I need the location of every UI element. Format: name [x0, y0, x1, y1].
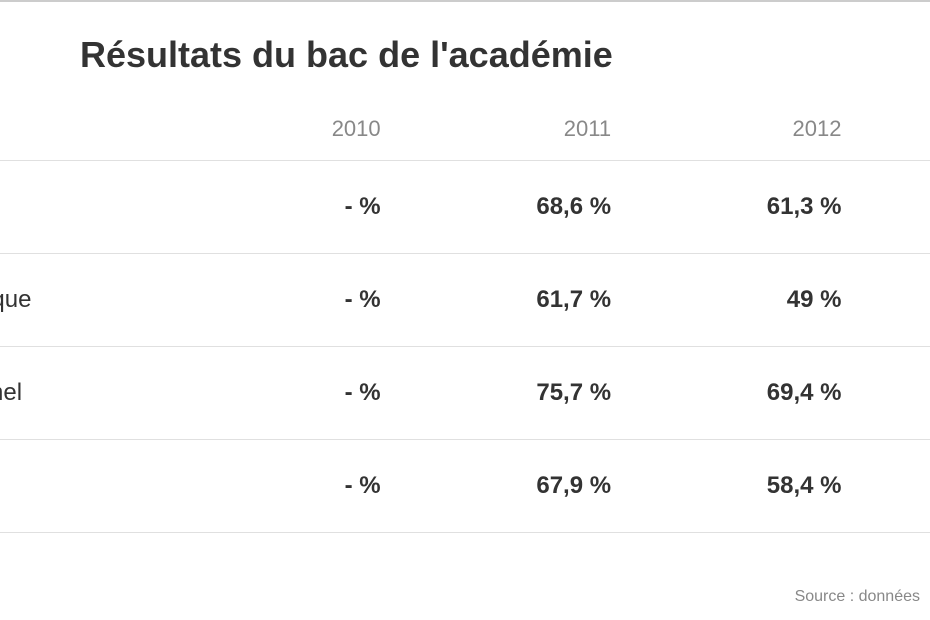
cell-value: 65	[859, 347, 930, 440]
cell-value: 68,6 %	[399, 161, 629, 254]
cell-value: 75,7 %	[399, 347, 629, 440]
table-header-row: e 2010 2011 2012 2	[0, 102, 930, 161]
results-table: e 2010 2011 2012 2 éral - % 68,6 % 61,3 …	[0, 102, 930, 533]
row-label: fessionnel	[0, 347, 222, 440]
cell-value: - %	[222, 161, 399, 254]
cell-value: 61,7 %	[399, 254, 629, 347]
table-row: nnologique - % 61,7 % 49 % 5	[0, 254, 930, 347]
cell-value: - %	[222, 254, 399, 347]
cell-value: 69,4 %	[629, 347, 859, 440]
page-title: Résultats du bac de l'académie	[0, 2, 930, 102]
row-label: l	[0, 440, 222, 533]
col-header-year: 2011	[399, 102, 629, 161]
source-text: Source : données	[795, 588, 920, 606]
cell-value: - %	[222, 347, 399, 440]
cell-value: 61,3 %	[629, 161, 859, 254]
row-label: nnologique	[0, 254, 222, 347]
col-header-type: e	[0, 102, 222, 161]
col-header-year: 2	[859, 102, 930, 161]
cell-value: - %	[222, 440, 399, 533]
table-row: fessionnel - % 75,7 % 69,4 % 65	[0, 347, 930, 440]
cell-value: 49 %	[629, 254, 859, 347]
table-row: l - % 67,9 % 58,4 % 61	[0, 440, 930, 533]
row-label: éral	[0, 161, 222, 254]
cell-value: 61	[859, 440, 930, 533]
cell-value: 58,4 %	[629, 440, 859, 533]
col-header-year: 2010	[222, 102, 399, 161]
cell-value: 67,9 %	[399, 440, 629, 533]
cell-value: 5	[859, 254, 930, 347]
table-row: éral - % 68,6 % 61,3 % 66	[0, 161, 930, 254]
cell-value: 66	[859, 161, 930, 254]
col-header-year: 2012	[629, 102, 859, 161]
